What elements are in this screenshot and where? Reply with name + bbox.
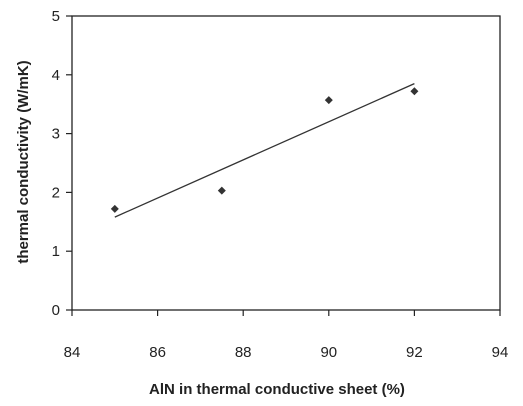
plot-border [71,15,501,311]
y-axis-tick-labels: 0 1 2 3 4 5 [52,8,60,319]
x-tick-label: 92 [406,344,423,361]
y-tick-label: 2 [52,184,60,201]
x-axis-ticks [71,310,501,316]
y-tick-label: 4 [52,67,60,84]
x-tick-label: 90 [320,344,337,361]
data-point-marker [410,87,419,96]
y-tick-label: 0 [52,302,60,319]
y-tick-label: 1 [52,243,60,260]
y-axis-ticks [66,15,72,311]
trendline [114,83,415,218]
data-points [110,87,419,213]
x-tick-label: 84 [64,344,81,361]
data-point-marker [110,204,119,213]
trendline-group [114,83,415,218]
y-tick-label: 3 [52,126,60,143]
x-tick-label: 88 [235,344,252,361]
y-axis-title: thermal conductivity (W/mK) [15,60,32,263]
plot-area-frame [71,15,501,311]
y-tick-label: 5 [52,8,60,25]
x-axis-title: AlN in thermal conductive sheet (%) [149,381,405,398]
data-point-marker [324,96,333,105]
x-axis-tick-labels: 84 86 88 90 92 94 [64,344,509,361]
data-point-marker [217,186,226,195]
x-tick-label: 94 [492,344,509,361]
x-tick-label: 86 [149,344,166,361]
